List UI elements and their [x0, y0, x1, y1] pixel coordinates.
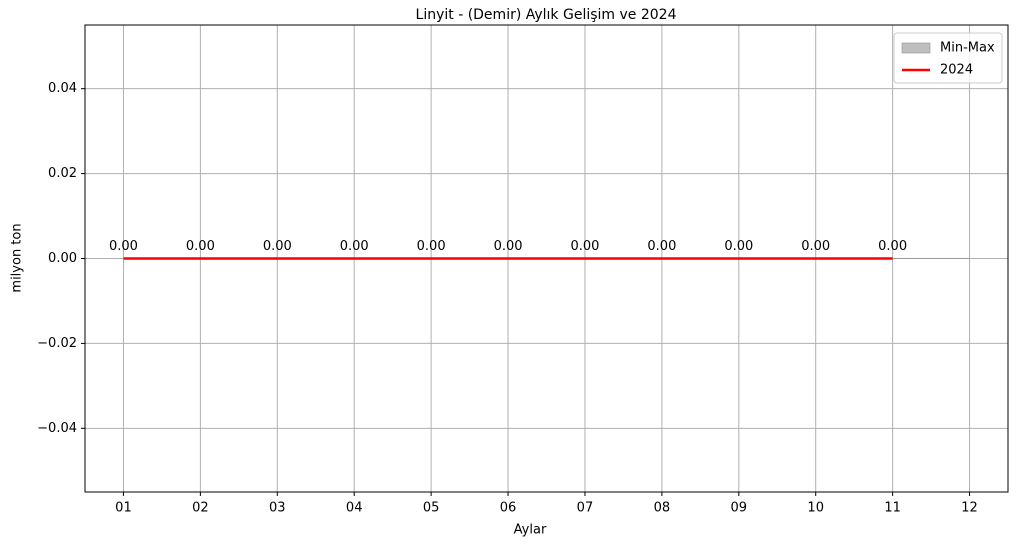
data-label: 0.00: [263, 239, 292, 254]
x-tick-label: 01: [115, 501, 132, 516]
legend-swatch: [901, 42, 931, 54]
x-tick-label: 12: [961, 501, 978, 516]
data-label: 0.00: [186, 239, 215, 254]
x-tick-label: 02: [192, 501, 209, 516]
x-tick-label: 04: [346, 501, 363, 516]
y-tick-label: 0.04: [48, 81, 77, 96]
data-label: 0.00: [109, 239, 138, 254]
x-tick-label: 06: [500, 501, 517, 516]
data-label: 0.00: [417, 239, 446, 254]
legend-label: 2024: [940, 63, 973, 78]
data-label: 0.00: [340, 239, 369, 254]
x-tick-label: 03: [269, 501, 286, 516]
y-axis-label: milyon ton: [10, 223, 25, 292]
chart-title: Linyit - (Demir) Aylık Gelişim ve 2024: [416, 7, 677, 23]
y-tick-label: 0.00: [48, 251, 77, 266]
data-label: 0.00: [494, 239, 523, 254]
x-tick-label: 07: [577, 501, 594, 516]
legend: Min-Max 2024: [893, 32, 1003, 84]
legend-label: Min-Max: [940, 41, 995, 56]
x-tick-label: 09: [731, 501, 748, 516]
data-label: 0.00: [647, 239, 676, 254]
x-tick-label: 05: [423, 501, 440, 516]
data-label: 0.00: [878, 239, 907, 254]
x-tick-label: 11: [884, 501, 901, 516]
y-tick-label: 0.02: [48, 166, 77, 181]
data-label: 0.00: [724, 239, 753, 254]
x-axis-label: Aylar: [514, 523, 547, 538]
plot-frame: [84, 24, 1009, 493]
x-tick-label: 08: [654, 501, 671, 516]
data-label: 0.00: [570, 239, 599, 254]
y-tick-label: −0.04: [37, 421, 77, 436]
y-tick-label: −0.02: [37, 336, 77, 351]
data-label: 0.00: [801, 239, 830, 254]
x-tick-label: 10: [807, 501, 824, 516]
